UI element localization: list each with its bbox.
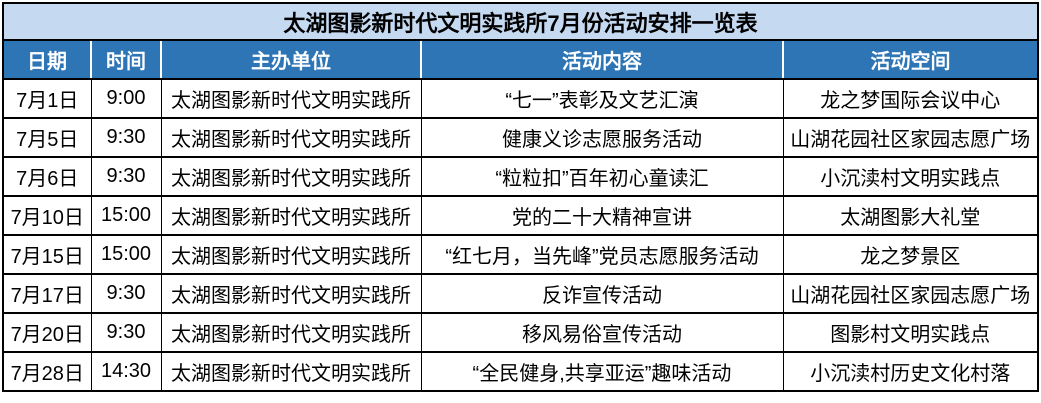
- table-row: 7月28日 14:30 太湖图影新时代文明实践所 “全民健身,共享亚运”趣味活动…: [2, 351, 1039, 392]
- cell-date: 7月28日: [2, 351, 92, 392]
- title-row: 太湖图影新时代文明实践所7月份活动安排一览表: [1, 2, 1040, 41]
- column-header-venue: 活动空间: [781, 39, 1040, 80]
- cell-time: 9:30: [90, 117, 162, 158]
- cell-date: 7月15日: [2, 234, 92, 275]
- table-row: 7月6日 9:30 太湖图影新时代文明实践所 “粒粒扣”百年初心童读汇 小沉渎村…: [2, 156, 1039, 197]
- cell-time: 15:00: [90, 234, 162, 275]
- cell-time: 9:30: [90, 273, 162, 314]
- cell-activity: “粒粒扣”百年初心童读汇: [420, 156, 784, 197]
- header-row: 日期 时间 主办单位 活动内容 活动空间: [2, 39, 1040, 80]
- cell-time: 9:30: [90, 156, 162, 197]
- cell-date: 7月1日: [2, 78, 92, 119]
- cell-activity: 党的二十大精神宣讲: [420, 195, 784, 236]
- cell-organizer: 太湖图影新时代文明实践所: [160, 195, 422, 236]
- table-row: 7月5日 9:30 太湖图影新时代文明实践所 健康义诊志愿服务活动 山湖花园社区…: [2, 117, 1039, 158]
- cell-organizer: 太湖图影新时代文明实践所: [160, 156, 422, 197]
- table-row: 7月17日 9:30 太湖图影新时代文明实践所 反诈宣传活动 山湖花园社区家园志…: [2, 273, 1039, 314]
- cell-organizer: 太湖图影新时代文明实践所: [160, 273, 422, 314]
- activity-schedule-table: 太湖图影新时代文明实践所7月份活动安排一览表 日期 时间 主办单位 活动内容 活…: [1, 2, 1040, 392]
- cell-venue: 龙之梦国际会议中心: [782, 78, 1039, 119]
- cell-time: 9:30: [90, 312, 162, 353]
- cell-date: 7月17日: [2, 273, 92, 314]
- table-row: 7月15日 15:00 太湖图影新时代文明实践所 “红七月，当先峰”党员志愿服务…: [2, 234, 1039, 275]
- cell-venue: 山湖花园社区家园志愿广场: [782, 117, 1039, 158]
- column-header-organizer: 主办单位: [160, 39, 422, 80]
- cell-time: 9:00: [90, 78, 162, 119]
- cell-date: 7月6日: [2, 156, 92, 197]
- cell-organizer: 太湖图影新时代文明实践所: [160, 234, 422, 275]
- table-title: 太湖图影新时代文明实践所7月份活动安排一览表: [1, 2, 1040, 41]
- cell-time: 14:30: [90, 351, 162, 392]
- cell-organizer: 太湖图影新时代文明实践所: [160, 117, 422, 158]
- cell-activity: “红七月，当先峰”党员志愿服务活动: [420, 234, 784, 275]
- cell-date: 7月20日: [2, 312, 92, 353]
- cell-activity: 移风易俗宣传活动: [420, 312, 784, 353]
- table-row: 7月20日 9:30 太湖图影新时代文明实践所 移风易俗宣传活动 图影村文明实践…: [2, 312, 1039, 353]
- column-header-date: 日期: [2, 39, 92, 80]
- cell-organizer: 太湖图影新时代文明实践所: [160, 312, 422, 353]
- cell-venue: 小沉渎村文明实践点: [782, 156, 1039, 197]
- cell-activity: 反诈宣传活动: [420, 273, 784, 314]
- cell-venue: 龙之梦景区: [782, 234, 1039, 275]
- cell-organizer: 太湖图影新时代文明实践所: [160, 78, 422, 119]
- cell-venue: 图影村文明实践点: [782, 312, 1039, 353]
- table-row: 7月10日 15:00 太湖图影新时代文明实践所 党的二十大精神宣讲 太湖图影大…: [2, 195, 1039, 236]
- cell-date: 7月5日: [2, 117, 92, 158]
- column-header-time: 时间: [90, 39, 162, 80]
- cell-activity: “七一”表彰及文艺汇演: [420, 78, 784, 119]
- cell-venue: 太湖图影大礼堂: [782, 195, 1039, 236]
- cell-activity: “全民健身,共享亚运”趣味活动: [420, 351, 784, 392]
- cell-time: 15:00: [90, 195, 162, 236]
- cell-organizer: 太湖图影新时代文明实践所: [160, 351, 422, 392]
- table-row: 7月1日 9:00 太湖图影新时代文明实践所 “七一”表彰及文艺汇演 龙之梦国际…: [2, 78, 1039, 119]
- cell-venue: 小沉渎村历史文化村落: [782, 351, 1039, 392]
- cell-venue: 山湖花园社区家园志愿广场: [782, 273, 1039, 314]
- cell-date: 7月10日: [2, 195, 92, 236]
- cell-activity: 健康义诊志愿服务活动: [420, 117, 784, 158]
- column-header-activity: 活动内容: [420, 39, 784, 80]
